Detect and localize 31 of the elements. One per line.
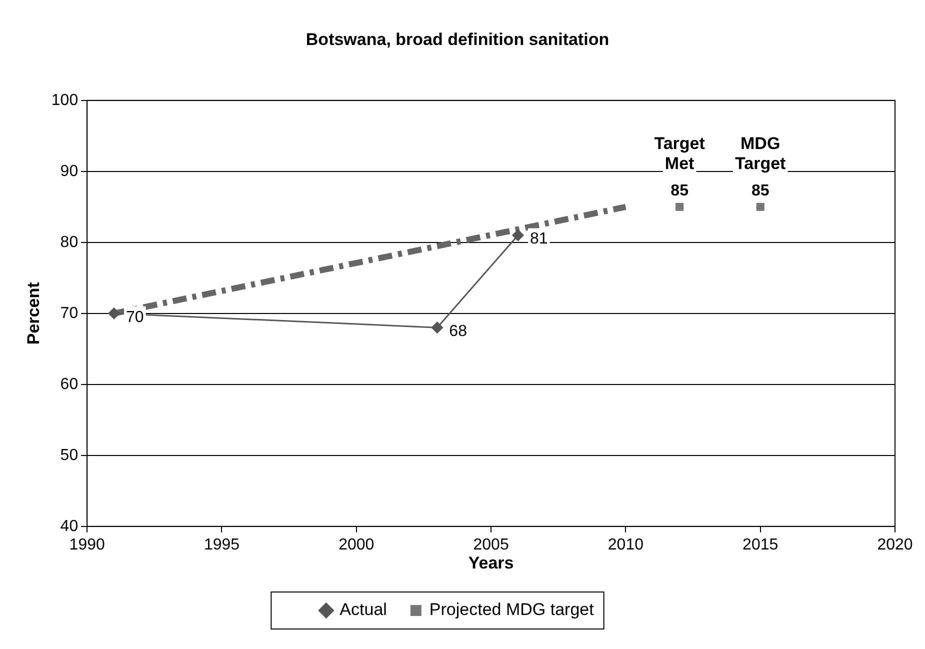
x-axis-title: Years [468, 553, 514, 572]
x-tick-label: 2005 [473, 536, 509, 554]
x-tick-label: 2015 [742, 536, 778, 554]
y-tick-label: 50 [60, 446, 78, 464]
x-tick-label: 1990 [69, 536, 105, 554]
data-label: 68 [449, 323, 468, 340]
x-tick-label: 1995 [204, 536, 240, 554]
y-tick-label: 70 [60, 304, 78, 322]
annotation: MDG Target [735, 134, 786, 174]
x-tick-label: 2020 [877, 536, 913, 554]
point [431, 322, 443, 334]
y-tick-label: 40 [60, 518, 78, 535]
data-label: 81 [530, 230, 548, 248]
x-tick-label: 2010 [608, 536, 644, 554]
y-tick-label: 80 [60, 234, 78, 251]
x-tick-label: 2000 [338, 536, 374, 554]
annotation: Target Met [654, 134, 706, 174]
data-label: 85 [670, 182, 689, 200]
legend-label: Actual [340, 600, 387, 620]
y-tick-label: 90 [60, 162, 78, 180]
data-label: 70 [126, 308, 144, 326]
data-label: 85 [751, 182, 770, 200]
y-tick-label: 60 [60, 376, 78, 393]
point [108, 308, 120, 320]
legend-label: Projected MDG target [429, 600, 594, 620]
y-tick-label: 100 [51, 92, 78, 109]
point [512, 230, 524, 242]
point [756, 202, 764, 211]
chart-title: Botswana, broad definition sanitation [306, 30, 610, 49]
point [676, 202, 684, 211]
y-axis-title: Percent [24, 282, 43, 345]
